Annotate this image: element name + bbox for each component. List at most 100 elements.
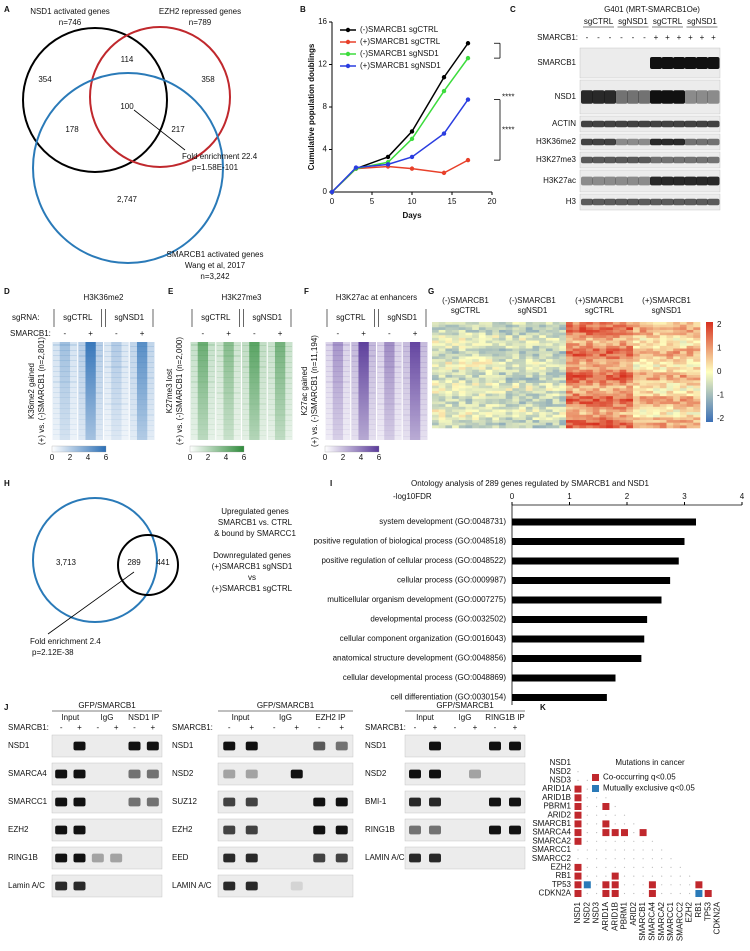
heatmap-cell	[552, 356, 560, 360]
heatmap-cell	[472, 390, 480, 394]
heatmap-cell	[633, 417, 640, 421]
heatmap-cell	[438, 425, 446, 429]
heatmap-cell	[633, 367, 640, 370]
row-gene-label: NSD2	[550, 767, 572, 776]
heatmap-cell	[519, 348, 527, 352]
heatmap-cell	[653, 359, 661, 363]
heatmap-cell	[472, 353, 480, 357]
heatmap-cell	[566, 396, 573, 400]
heatmap-cell	[659, 417, 667, 421]
label: p=2.12E-38	[32, 648, 74, 657]
blot-band	[73, 881, 86, 891]
heatmap-cell	[586, 335, 594, 339]
blot-band	[409, 769, 421, 779]
heatmap-cell	[626, 348, 634, 352]
matrix-cell	[574, 881, 582, 889]
blot-header: GFP/SMARCB1	[257, 701, 315, 710]
heatmap-cell	[559, 425, 567, 429]
heatmap-cell	[592, 337, 600, 341]
colorbar-label: 4	[359, 453, 364, 462]
colorbar-label: 2	[206, 453, 211, 462]
heatmap-cell	[586, 361, 594, 365]
bar	[512, 518, 696, 526]
blot-band	[627, 90, 639, 104]
heatmap-cell	[686, 380, 694, 384]
heatmap-cell	[653, 375, 661, 378]
heatmap-cell	[478, 414, 486, 418]
blot-band	[684, 138, 697, 146]
legend-label: Mutually exclusive q<0.05	[603, 784, 695, 793]
heatmap-cell	[499, 393, 506, 397]
heatmap-cell	[592, 420, 600, 423]
heatmap-cell	[572, 380, 580, 384]
heatmap-cell	[492, 345, 500, 349]
matrix-dot	[679, 875, 681, 877]
heatmap-cell	[559, 343, 567, 347]
heatmap-cell	[572, 351, 580, 355]
heatmap-cell	[472, 351, 480, 355]
heatmap-cell	[586, 377, 594, 381]
group-label: Input	[232, 713, 251, 722]
matrix-dot	[614, 849, 616, 851]
heatmap-cell	[606, 382, 614, 386]
matrix-dot	[642, 858, 644, 860]
heatmap-cell	[693, 359, 701, 363]
heatmap-cell	[579, 329, 587, 333]
heatmap-cell	[666, 324, 674, 328]
heatmap-cell	[566, 351, 573, 355]
heatmap-cell	[505, 335, 513, 339]
heatmap-cell	[485, 390, 493, 394]
heatmap-cell	[566, 327, 573, 331]
heatmap-cell	[579, 375, 587, 378]
heatmap-cell	[673, 337, 681, 341]
heatmap-cell	[445, 322, 453, 325]
group-label: IgG	[279, 713, 292, 722]
heatmap-cell	[646, 388, 654, 392]
heatmap-cell	[525, 417, 533, 421]
heatmap-cell	[465, 406, 473, 410]
heatmap-cell	[525, 420, 533, 423]
heatmap-cell	[586, 337, 594, 341]
heatmap-cell	[646, 343, 654, 347]
heatmap-cell	[666, 322, 674, 325]
matrix-dot	[577, 858, 579, 860]
lane-sign: -	[494, 723, 497, 732]
heatmap-cell	[693, 377, 701, 381]
lane-sign: -	[388, 329, 391, 338]
heatmap-cell	[499, 369, 506, 373]
heatmap-cell	[432, 417, 439, 421]
heatmap-cell	[586, 425, 594, 429]
heatmap-cell	[666, 361, 674, 365]
category-label: cellular component organization (GO:0016…	[340, 634, 507, 643]
heatmap-cell	[686, 329, 694, 333]
blot-band	[673, 156, 685, 164]
heatmap-cell	[633, 401, 640, 405]
heatmap-cell	[552, 396, 560, 400]
colorbar-label: -1	[717, 391, 725, 400]
heatmap-cell	[592, 422, 600, 426]
matrix-cell	[574, 829, 582, 837]
heatmap-cell	[653, 356, 661, 360]
heatmap-cell	[686, 420, 694, 423]
heatmap-cell	[452, 409, 460, 413]
colorbar-label: 2	[717, 320, 722, 329]
heatmap-cell	[673, 343, 681, 347]
heatmap-cell	[686, 367, 694, 370]
heatmap-cell	[693, 425, 701, 429]
blot-band	[673, 198, 685, 206]
heatmap-cell	[445, 351, 453, 355]
label: n=789	[189, 18, 212, 27]
heatmap-cell	[505, 414, 513, 418]
heatmap-cell	[599, 377, 607, 381]
label: SMARCB1 activated genes	[167, 250, 264, 259]
heatmap-cell	[485, 353, 493, 357]
heatmap-cell	[465, 414, 473, 418]
blot-band	[684, 120, 697, 128]
heatmap-cell	[532, 409, 540, 413]
matrix-dot	[605, 840, 607, 842]
heatmap-cell	[539, 393, 547, 397]
heatmap-cell	[458, 412, 466, 416]
heatmap-cell	[545, 385, 553, 389]
heatmap-cell	[592, 327, 600, 331]
heatmap-cell	[606, 351, 614, 355]
